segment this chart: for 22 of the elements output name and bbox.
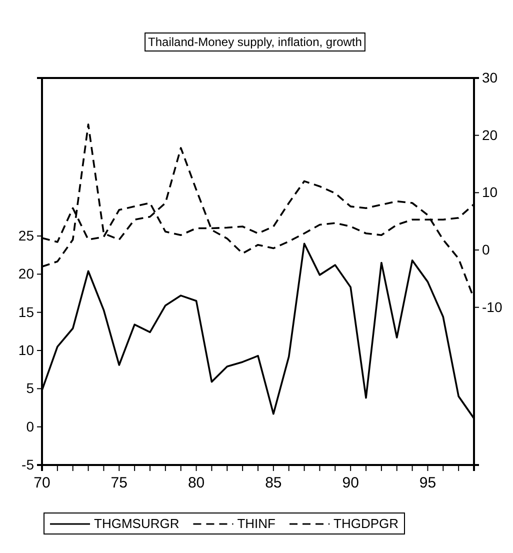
x-tick-label: 80 [188,474,205,492]
y2-tick-label: 20 [482,126,498,143]
y2-tick-label: 30 [482,69,498,86]
legend-label: THGDPGR [334,516,398,531]
legend-label: THGMSURGR [94,516,180,531]
y2-tick-label: -10 [482,298,502,315]
y-tick-label: 15 [18,304,34,320]
chart-title: Thailand-Money supply, inflation, growth [148,35,362,49]
y-tick-label: -5 [22,456,34,472]
y-tick-label: 20 [18,266,34,282]
y2-tick-label: 0 [482,241,490,258]
x-tick-label: 95 [419,474,436,492]
x-tick-label: 75 [110,474,128,492]
y2-tick-label: 10 [482,184,498,200]
y-tick-label: 10 [18,342,34,358]
y-tick-label: 0 [26,418,34,434]
legend-label: THINF [237,516,276,531]
x-tick-label: 70 [34,474,50,492]
x-tick-label: 90 [342,474,359,492]
y-tick-label: 5 [26,380,34,396]
y-tick-label: 25 [18,227,34,244]
x-tick-label: 85 [265,474,282,492]
